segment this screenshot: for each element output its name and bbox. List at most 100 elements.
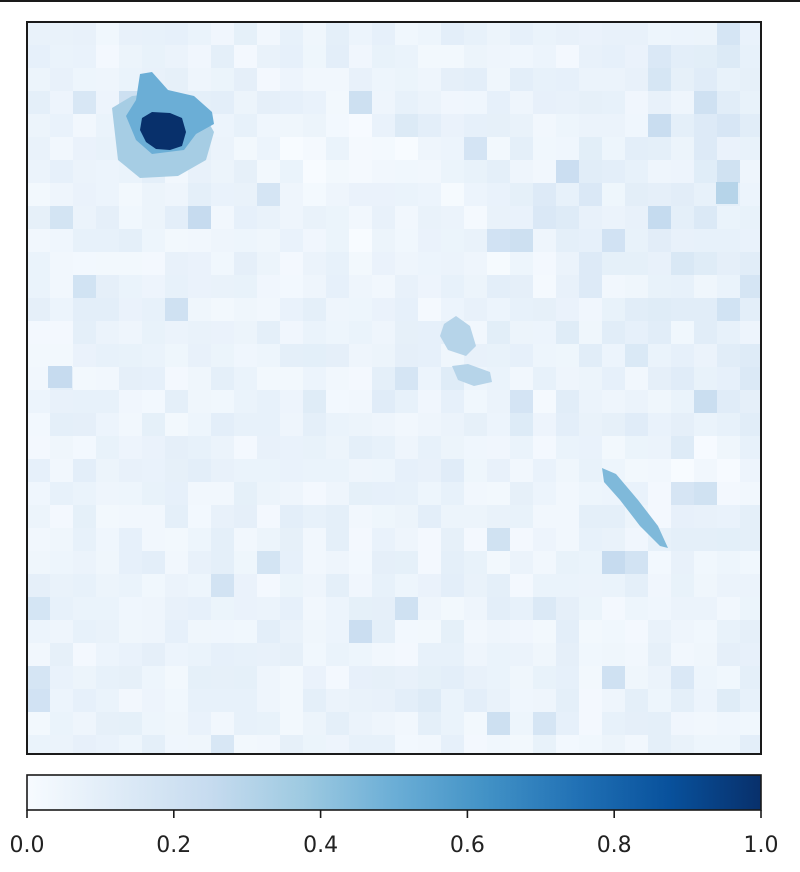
heatmap-cell: [602, 321, 625, 344]
heatmap-cell: [533, 597, 556, 620]
heatmap-cell: [533, 22, 556, 45]
colorbar-frame: [26, 774, 762, 811]
heatmap-cell: [510, 643, 533, 666]
heatmap-cell: [165, 367, 188, 390]
heatmap-cell: [142, 551, 165, 574]
heatmap-cell: [96, 229, 119, 252]
heatmap-cell: [579, 413, 602, 436]
heatmap-cell: [142, 712, 165, 735]
heatmap-cell: [418, 206, 441, 229]
heatmap-cell: [303, 620, 326, 643]
heatmap-cell: [257, 689, 280, 712]
heatmap-cell: [372, 206, 395, 229]
heatmap-cell: [487, 229, 510, 252]
heatmap-cell: [326, 482, 349, 505]
heatmap-cell: [234, 643, 257, 666]
heatmap-cell: [510, 459, 533, 482]
heatmap-cell: [188, 229, 211, 252]
heatmap-cell: [326, 160, 349, 183]
heatmap-cell: [602, 551, 625, 574]
heatmap-cell: [50, 390, 73, 413]
heatmap-cell: [73, 344, 96, 367]
heatmap-cell: [487, 206, 510, 229]
heatmap-cell: [694, 551, 717, 574]
heatmap-cell: [671, 367, 694, 390]
heatmap-cell: [27, 137, 50, 160]
heatmap-cell: [50, 45, 73, 68]
heatmap-cell: [50, 574, 73, 597]
heatmap-cell: [441, 689, 464, 712]
heatmap-cell: [717, 643, 740, 666]
heatmap-cell: [418, 22, 441, 45]
heatmap-cell: [648, 551, 671, 574]
heatmap-cell: [165, 505, 188, 528]
heatmap-cell: [418, 735, 441, 754]
heatmap-cell: [579, 482, 602, 505]
heatmap-cell: [717, 321, 740, 344]
heatmap-cell: [740, 620, 761, 643]
heatmap-cell: [349, 367, 372, 390]
heatmap-cell: [533, 91, 556, 114]
heatmap-cell: [395, 597, 418, 620]
heatmap-cell: [326, 45, 349, 68]
heatmap-cell: [349, 551, 372, 574]
heatmap-cell: [671, 206, 694, 229]
heatmap-cell: [464, 68, 487, 91]
heatmap-cell: [464, 229, 487, 252]
heatmap-cell: [211, 252, 234, 275]
heatmap-cell: [717, 413, 740, 436]
heatmap-cell: [50, 505, 73, 528]
heatmap-cell: [487, 137, 510, 160]
heatmap-cell: [234, 712, 257, 735]
heatmap-cell: [418, 114, 441, 137]
heatmap-cell: [740, 643, 761, 666]
heatmap-cell: [625, 413, 648, 436]
heatmap-cell: [625, 666, 648, 689]
heatmap-cell: [579, 137, 602, 160]
heatmap-cell: [464, 482, 487, 505]
heatmap-cell: [395, 137, 418, 160]
heatmap-cell: [73, 45, 96, 68]
heatmap-cell: [487, 183, 510, 206]
heatmap-cell: [395, 505, 418, 528]
heatmap-cell: [234, 229, 257, 252]
heatmap-cell: [303, 436, 326, 459]
heatmap-cell: [717, 22, 740, 45]
heatmap-cell: [740, 137, 761, 160]
heatmap-cell: [395, 459, 418, 482]
heatmap-cell: [211, 137, 234, 160]
heatmap-cell: [579, 298, 602, 321]
heatmap-cell: [165, 68, 188, 91]
heatmap-cell: [257, 712, 280, 735]
heatmap-cell: [556, 160, 579, 183]
heatmap-cell: [602, 137, 625, 160]
heatmap-cell: [142, 666, 165, 689]
heatmap-cell: [142, 459, 165, 482]
heatmap-cell: [648, 620, 671, 643]
heatmap-cell: [671, 45, 694, 68]
heatmap-cell: [280, 275, 303, 298]
heatmap-cell: [464, 298, 487, 321]
heatmap-cell: [418, 68, 441, 91]
heatmap-cell: [165, 666, 188, 689]
heatmap-cell: [349, 91, 372, 114]
heatmap-cell: [556, 45, 579, 68]
heatmap-cell: [73, 597, 96, 620]
heatmap-cell: [395, 689, 418, 712]
heatmap-cell: [740, 712, 761, 735]
heatmap-cell: [372, 91, 395, 114]
heatmap-cell: [73, 321, 96, 344]
heatmap-cell: [211, 574, 234, 597]
heatmap-cell: [165, 620, 188, 643]
heatmap-cell: [211, 298, 234, 321]
heatmap-cell: [671, 689, 694, 712]
heatmap-cell: [96, 666, 119, 689]
heatmap-cell: [418, 275, 441, 298]
heatmap-cell: [648, 390, 671, 413]
heatmap-cell: [464, 390, 487, 413]
heatmap-cell: [556, 206, 579, 229]
heatmap-cell: [211, 68, 234, 91]
heatmap-cell: [96, 390, 119, 413]
heatmap-cell: [349, 160, 372, 183]
heatmap-cell: [441, 482, 464, 505]
